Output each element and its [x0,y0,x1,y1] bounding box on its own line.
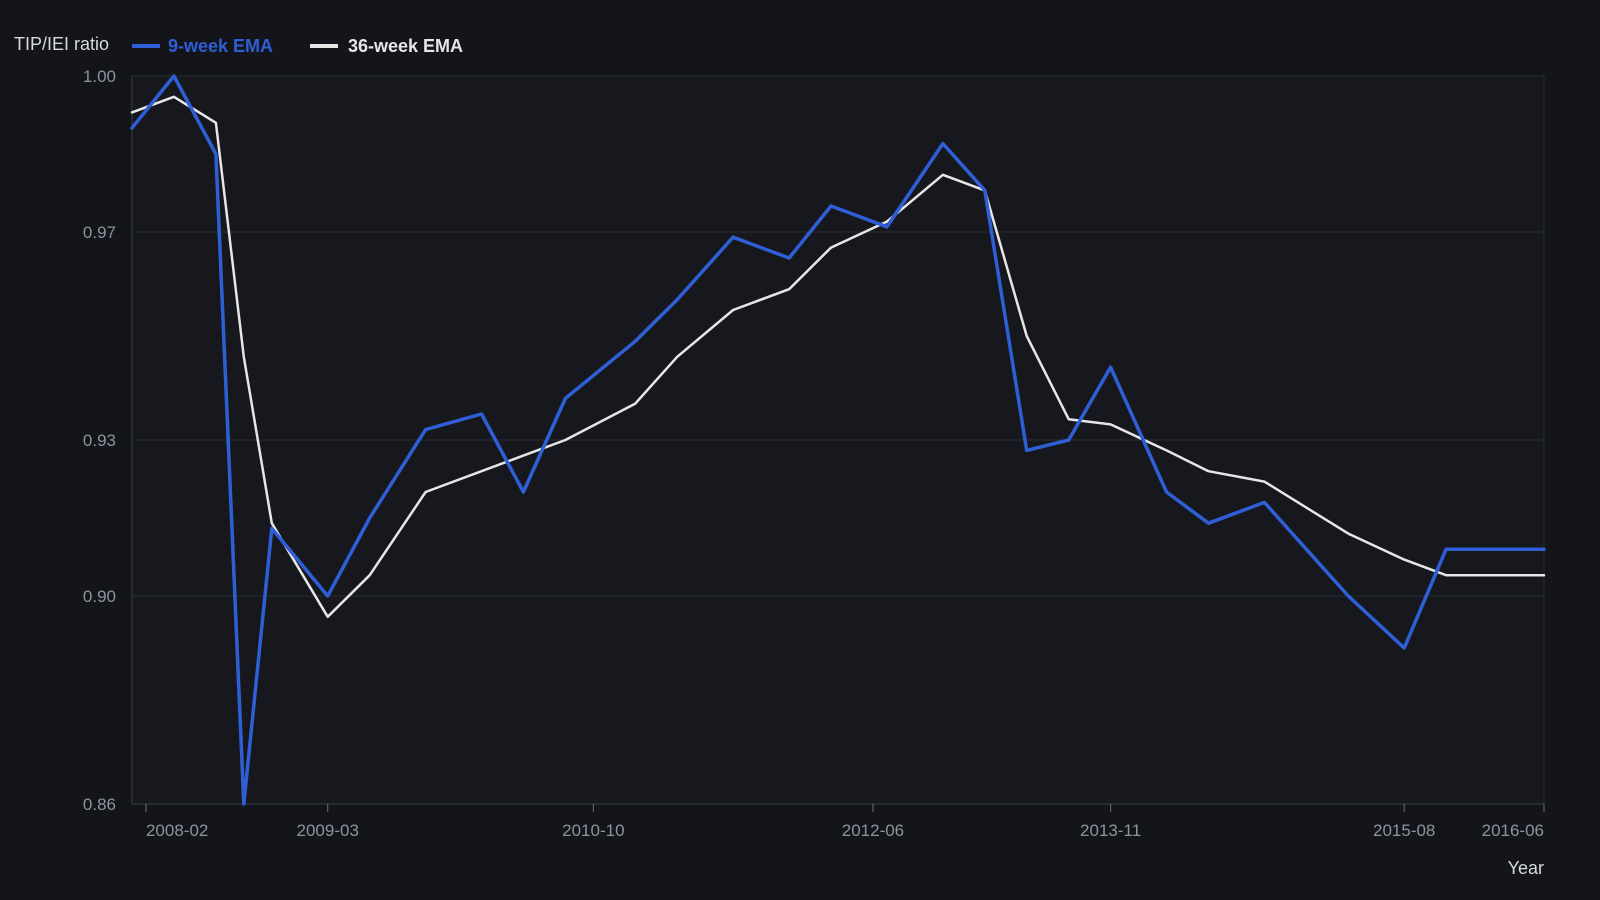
series-line-36-week-ema[interactable] [130,95,1546,619]
x-tick-label: 2010-10 [562,821,624,840]
x-tick-label: 2016-06 [1482,821,1544,840]
x-tick-label: 2015-08 [1373,821,1435,840]
y-tick-label: 1.00 [83,67,116,86]
y-axis-title: TIP/IEI ratio [14,34,109,54]
y-tick-label: 0.90 [83,587,116,606]
series-line-9-week-ema[interactable] [130,74,1546,806]
x-tick-label: 2012-06 [842,821,904,840]
x-tick-label: 2009-03 [297,821,359,840]
y-tick-label: 0.97 [83,223,116,242]
x-axis-title: Year [1508,858,1544,878]
legend-label-36-week-ema[interactable]: 36-week EMA [348,36,463,56]
legend-label-9-week-ema[interactable]: 9-week EMA [168,36,273,56]
y-tick-label: 0.86 [83,795,116,814]
x-tick-label: 2013-11 [1080,821,1141,840]
legend: TIP/IEI ratio 9-week EMA 36-week EMA [14,34,463,56]
series-lines [130,74,1546,806]
axes: 0.86 0.90 0.93 0.97 1.00 2008-02 2009-03 2010-1… [83,67,1545,840]
x-tick-label: 2008-02 [146,821,208,840]
y-tick-label: 0.93 [83,431,116,450]
